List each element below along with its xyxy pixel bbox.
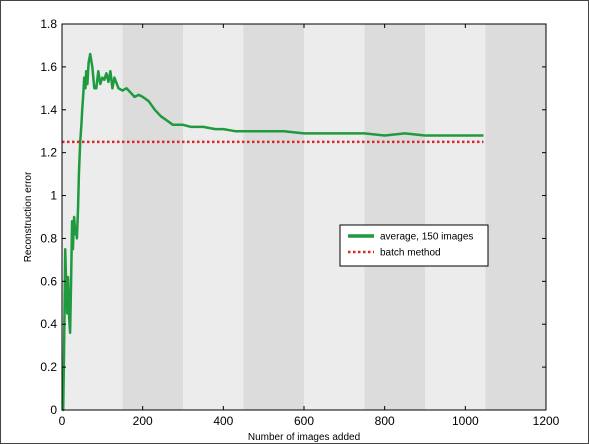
plot-lines — [61, 52, 484, 412]
x-tick-label: 1200 — [533, 414, 560, 428]
background-band — [122, 24, 183, 410]
y-tick-label: 1 — [50, 189, 57, 203]
y-axis-label: Reconstruction error — [23, 171, 34, 262]
x-axis-label: Number of images added — [248, 432, 360, 443]
background-band — [364, 24, 425, 410]
background-band — [425, 24, 486, 410]
y-tick-label: 0.2 — [40, 360, 57, 374]
legend-box — [339, 224, 489, 267]
axis-ticks: 0 200 400 600 800 1000 1200 0 0.2 0.4 0.6 0.8 1 1.2 1.… — [40, 17, 559, 428]
y-tick-label: 0 — [50, 403, 57, 417]
y-tick-label: 1.4 — [40, 103, 57, 117]
x-tick-label: 600 — [294, 414, 314, 428]
x-tick-label: 200 — [133, 414, 153, 428]
series-line-average — [61, 52, 484, 412]
y-tick-label: 1.2 — [40, 146, 57, 160]
background-band — [243, 24, 304, 410]
y-tick-label: 1.6 — [40, 60, 57, 74]
x-tick-label: 0 — [59, 414, 66, 428]
y-tick-label: 0.4 — [40, 317, 57, 331]
background-band — [304, 24, 365, 410]
y-tick-label: 0.6 — [40, 274, 57, 288]
legend: average, 150 images batch method — [339, 224, 489, 267]
legend-label-average: average, 150 images — [380, 232, 473, 243]
x-tick-label: 800 — [375, 414, 395, 428]
background-band — [183, 24, 244, 410]
y-tick-label: 1.8 — [40, 17, 57, 31]
x-tick-label: 1000 — [452, 414, 479, 428]
y-tick-label: 0.8 — [40, 231, 57, 245]
background-bands — [62, 24, 546, 410]
legend-label-batch: batch method — [380, 248, 441, 259]
x-tick-label: 400 — [213, 414, 233, 428]
background-band — [485, 24, 546, 410]
